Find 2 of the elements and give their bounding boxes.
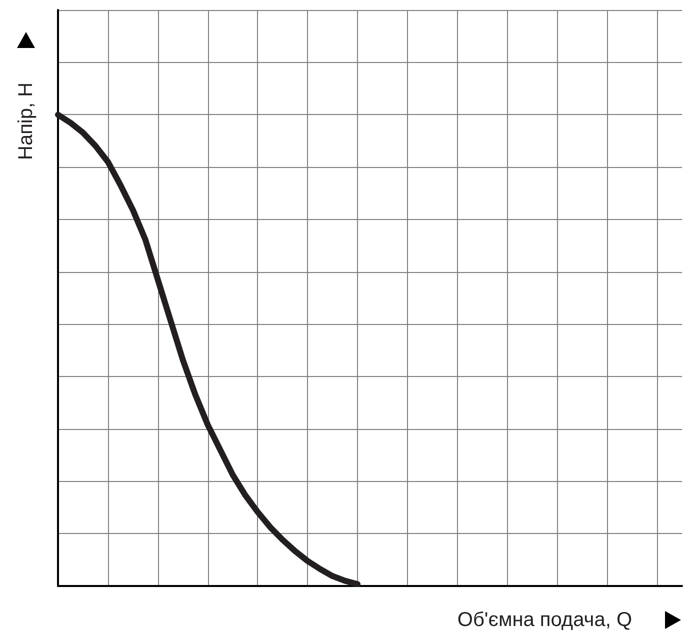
y-axis-title: Напір, H bbox=[15, 82, 37, 160]
x-axis-title: Об'ємна подача, Q bbox=[457, 609, 632, 631]
